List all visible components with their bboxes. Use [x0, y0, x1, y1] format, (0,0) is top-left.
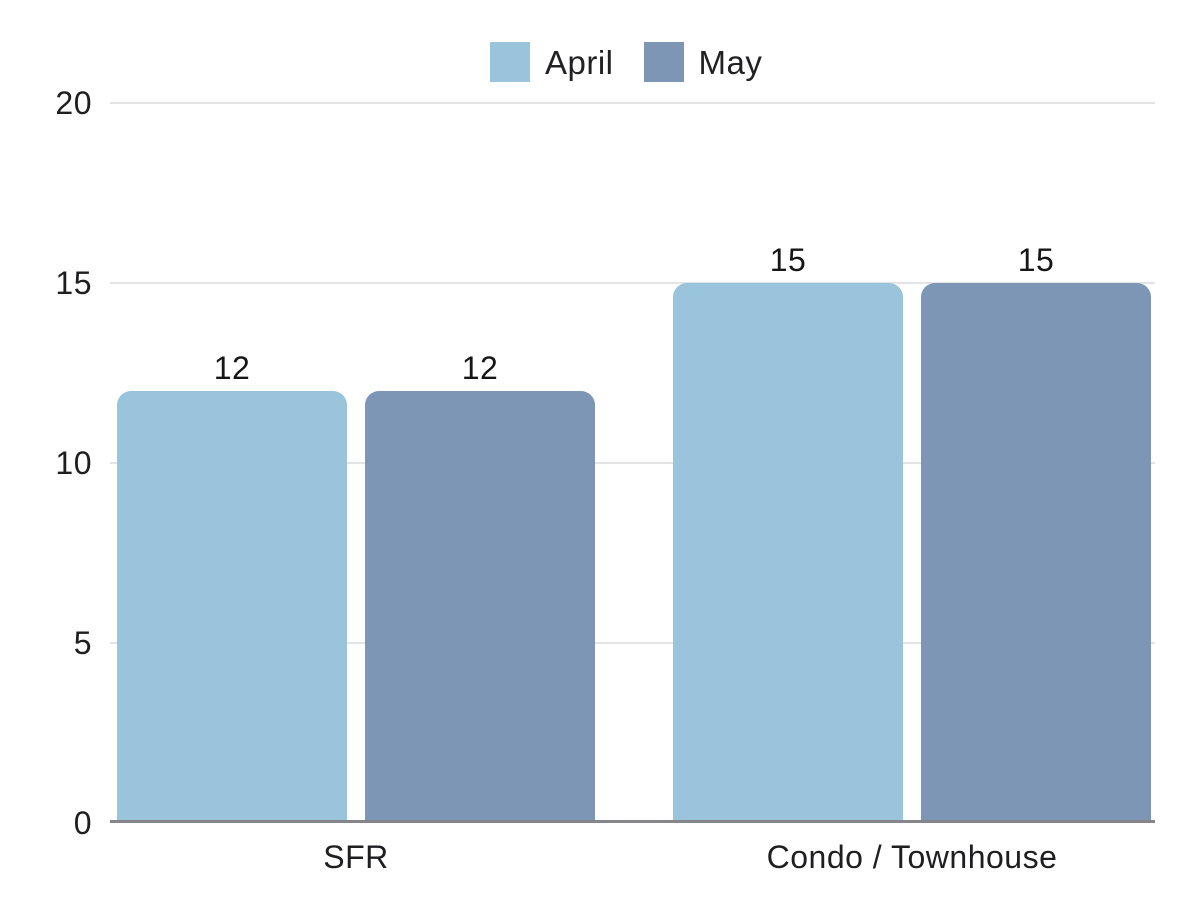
x-baseline — [110, 820, 1155, 823]
gridline — [110, 102, 1155, 104]
legend-item-april[interactable]: April — [490, 42, 614, 82]
bar-value-label: 12 — [213, 350, 251, 386]
bar-group: 15 15 — [673, 244, 1151, 823]
legend-label: April — [545, 43, 614, 81]
bar-column: 12 — [117, 352, 347, 823]
legend-item-may[interactable]: May — [643, 42, 763, 82]
bar-group: 12 12 — [117, 352, 595, 823]
bar-may-0 — [365, 391, 595, 823]
bar-may-1 — [921, 283, 1151, 823]
y-tick-label: 20 — [55, 85, 92, 121]
x-category-label: Condo / Townhouse — [766, 839, 1058, 875]
gridline — [110, 642, 1155, 644]
x-category-label: SFR — [323, 839, 389, 875]
y-tick-label: 15 — [55, 265, 92, 301]
bar-column: 15 — [921, 244, 1151, 823]
legend: April May — [490, 42, 762, 82]
bar-value-label: 12 — [461, 350, 499, 386]
gridline — [110, 282, 1155, 284]
plot-area: 12 12 15 15 — [110, 102, 1155, 823]
legend-label: May — [698, 43, 763, 81]
bar-value-label: 15 — [769, 242, 807, 278]
bar-april-1 — [673, 283, 903, 823]
legend-swatch-icon — [643, 42, 684, 82]
bar-column: 12 — [365, 352, 595, 823]
bar-april-0 — [117, 391, 347, 823]
legend-swatch-icon — [490, 42, 530, 82]
bar-value-label: 15 — [1017, 242, 1055, 278]
y-tick-label: 10 — [55, 445, 92, 481]
bar-column: 15 — [673, 244, 903, 823]
gridline — [110, 462, 1155, 464]
y-tick-label: 5 — [73, 625, 92, 661]
y-tick-label: 0 — [73, 805, 92, 841]
